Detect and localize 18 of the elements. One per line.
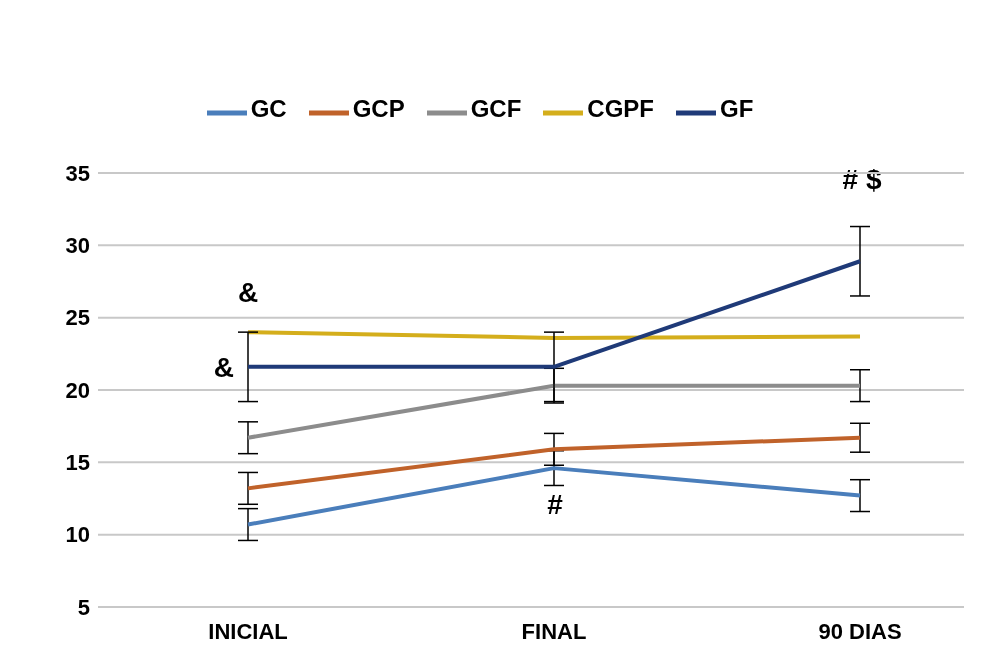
x-tick-label: 90 DIAS [818, 618, 902, 644]
x-tick-label: INICIAL [208, 618, 288, 644]
annotation: & [213, 351, 234, 383]
legend-label: GCF [470, 95, 522, 123]
y-tick-label: 20 [65, 377, 90, 403]
annotation: # [547, 489, 563, 520]
y-tick-label: 10 [65, 522, 90, 548]
annotation: & [237, 277, 259, 308]
y-tick-label: 35 [65, 160, 90, 186]
y-tick-label: 25 [65, 305, 90, 331]
y-tick-label: 30 [65, 233, 90, 259]
legend-label: CGPF [587, 95, 655, 123]
y-tick-label: 15 [65, 450, 90, 476]
legend-label: GC [250, 95, 287, 123]
x-tick-label: FINAL [521, 618, 587, 644]
legend-label: GCP [352, 95, 405, 123]
y-tick-label: 5 [77, 594, 90, 620]
legend-label: GF [720, 95, 754, 123]
